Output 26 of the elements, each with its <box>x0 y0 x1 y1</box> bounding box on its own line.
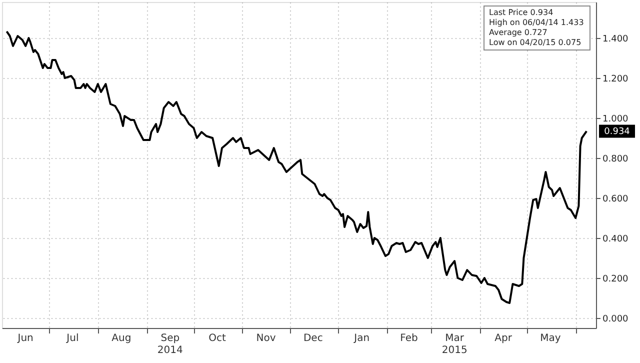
x-tick-label: Aug <box>112 333 132 344</box>
x-tick-label: Mar 2015 <box>442 333 468 356</box>
x-tick-label: Jan <box>353 333 370 344</box>
x-tick-label: Dec <box>303 333 323 344</box>
x-tick-label: Jun <box>16 333 34 344</box>
y-tick-label: 0.400 <box>602 234 629 244</box>
line-series <box>6 30 588 304</box>
y-tick-label: 0.600 <box>602 194 629 204</box>
x-tick-label: Oct <box>208 333 226 344</box>
annotation: High on 06/04/14 1.433 <box>489 18 584 27</box>
x-tick-label: May <box>540 333 561 344</box>
y-tick-label: 1.200 <box>602 74 629 84</box>
y-tick-label: 0.000 <box>602 314 629 324</box>
x-tick-label: Sep 2014 <box>157 333 183 356</box>
y-tick-label: 0.800 <box>602 154 629 164</box>
annotation: Last Price 0.934 <box>489 8 554 17</box>
x-tick-label: Jul <box>66 333 79 344</box>
y-tick-label: 1.400 <box>602 34 629 44</box>
annotation: 0.934 <box>604 127 630 138</box>
annotation: Low on 04/20/15 0.075 <box>489 38 582 47</box>
y-tick-label: 1.000 <box>602 114 629 124</box>
x-tick-label: Apr <box>494 333 513 344</box>
annotation: Average 0.727 <box>489 28 548 37</box>
x-tick-label: Feb <box>400 333 418 344</box>
y-tick-label: 0.200 <box>602 274 629 284</box>
x-tick-label: Nov <box>256 333 276 344</box>
